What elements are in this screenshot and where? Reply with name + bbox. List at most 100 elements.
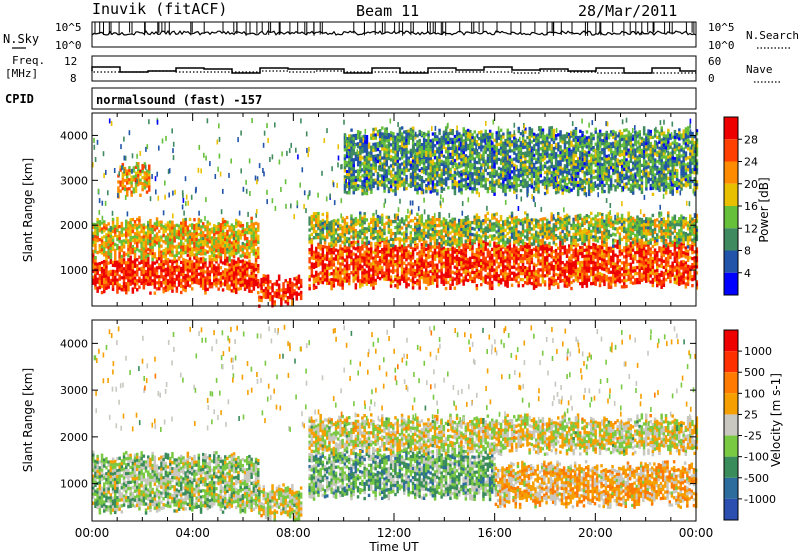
- range-gate-cell: [118, 274, 121, 278]
- range-gate-cell: [164, 238, 168, 242]
- range-gate-cell: [350, 229, 353, 233]
- range-gate-cell: [537, 277, 540, 281]
- range-gate-cell: [352, 273, 355, 277]
- range-gate-cell: [195, 274, 198, 279]
- range-gate-cell: [230, 277, 234, 281]
- range-gate-cell: [160, 257, 163, 261]
- range-gate-cell: [237, 244, 240, 248]
- range-gate-cell: [603, 267, 606, 272]
- range-gate-cell: [422, 262, 426, 266]
- range-gate-cell: [504, 234, 507, 238]
- range-gate-cell: [460, 219, 463, 223]
- range-gate-cell: [460, 228, 463, 232]
- range-gate-cell: [105, 277, 108, 281]
- range-gate-cell: [640, 248, 644, 252]
- range-gate-cell: [515, 261, 518, 265]
- range-gate-cell: [422, 243, 426, 247]
- range-gate-cell: [308, 287, 311, 291]
- range-gate-cell: [107, 231, 110, 235]
- range-gate-cell: [638, 277, 641, 282]
- range-gate-cell: [592, 281, 595, 286]
- range-gate-cell: [530, 221, 534, 225]
- range-gate-cell: [186, 246, 190, 250]
- range-gate-cell: [246, 261, 249, 265]
- range-gate-cell: [111, 226, 115, 231]
- range-gate-cell: [383, 256, 386, 260]
- range-gate-cell: [175, 265, 179, 269]
- range-gate-cell: [354, 259, 358, 263]
- range-gate-cell: [510, 220, 514, 224]
- range-gate-cell: [627, 244, 630, 248]
- range-gate-cell: [466, 263, 470, 268]
- range-gate-cell: [171, 232, 174, 236]
- range-gate-cell: [352, 218, 355, 222]
- range-gate-cell: [436, 281, 439, 285]
- range-gate-cell: [129, 282, 132, 286]
- range-gate-cell: [535, 245, 538, 250]
- range-gate-cell: [107, 285, 110, 289]
- range-gate-cell: [449, 222, 452, 226]
- range-gate-cell: [202, 243, 205, 247]
- range-gate-cell: [409, 257, 413, 262]
- range-gate-cell: [248, 243, 251, 247]
- range-gate-cell: [693, 231, 696, 235]
- range-gate-cell: [361, 271, 364, 275]
- range-gate-cell: [629, 274, 633, 278]
- range-gate-cell: [684, 252, 688, 256]
- range-gate-cell: [100, 245, 104, 249]
- range-gate-cell: [120, 227, 124, 232]
- range-gate-cell: [418, 218, 421, 222]
- range-gate-cell: [506, 217, 509, 221]
- range-gate-cell: [252, 249, 256, 253]
- range-gate-cell: [365, 255, 369, 259]
- range-gate-cell: [199, 219, 203, 223]
- range-gate-cell: [576, 220, 580, 224]
- range-gate-cell: [151, 248, 154, 253]
- range-gate-cell: [171, 286, 174, 290]
- range-gate-cell: [103, 271, 106, 276]
- range-gate-cell: [363, 274, 366, 278]
- range-gate-cell: [530, 242, 534, 246]
- range-gate-cell: [142, 250, 146, 254]
- range-gate-cell: [453, 271, 457, 275]
- range-gate-cell: [341, 225, 344, 229]
- range-gate-cell: [158, 244, 161, 248]
- range-gate-cell: [232, 228, 236, 232]
- range-gate-cell: [638, 238, 641, 242]
- range-gate-cell: [128, 178, 131, 182]
- range-gate-cell: [147, 255, 150, 259]
- range-gate-cell: [486, 251, 490, 255]
- range-gate-cell: [585, 272, 589, 276]
- range-gate-cell: [100, 260, 104, 265]
- range-gate-cell: [618, 277, 622, 281]
- range-gate-cell: [348, 246, 351, 250]
- range-gate-cell: [502, 257, 505, 261]
- range-gate-cell: [574, 275, 578, 279]
- range-gate-cell: [363, 221, 366, 225]
- range-gate-cell: [133, 285, 137, 289]
- range-gate-cell: [141, 167, 144, 171]
- range-gate-cell: [188, 269, 192, 273]
- range-gate-cell: [315, 218, 318, 222]
- range-gate-cell: [330, 254, 333, 258]
- range-gate-cell: [241, 271, 245, 275]
- range-gate-cell: [191, 266, 194, 270]
- range-gate-cell: [491, 222, 494, 226]
- range-gate-cell: [640, 278, 644, 282]
- range-gate-cell: [557, 227, 560, 231]
- range-gate-cell: [365, 282, 369, 286]
- range-gate-cell: [171, 244, 174, 248]
- range-gate-cell: [515, 252, 518, 256]
- range-gate-cell: [627, 238, 630, 242]
- range-gate-cell: [464, 278, 468, 282]
- range-gate-cell: [326, 235, 329, 240]
- range-gate-cell: [257, 249, 260, 253]
- range-gate-cell: [453, 235, 457, 239]
- range-gate-cell: [147, 247, 150, 252]
- range-gate-cell: [339, 274, 342, 278]
- range-gate-cell: [232, 286, 236, 290]
- range-gate-cell: [396, 267, 399, 272]
- range-gate-cell: [381, 254, 384, 258]
- range-gate-cell: [576, 276, 580, 280]
- range-gate-cell: [319, 235, 322, 239]
